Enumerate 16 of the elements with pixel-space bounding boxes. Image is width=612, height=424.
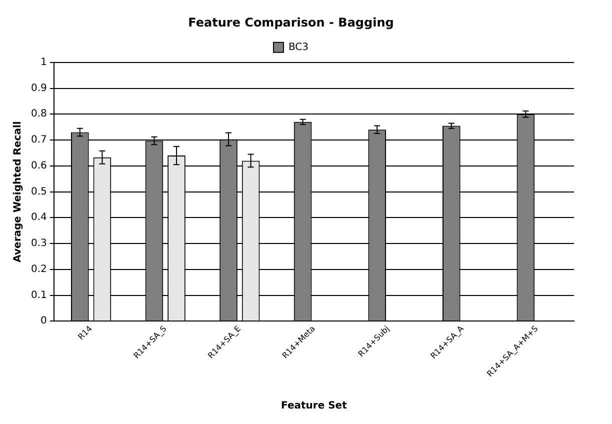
y-tick-label: 0.7 <box>30 134 47 146</box>
y-tick-label: 0.9 <box>30 82 47 94</box>
y-tick-label: 1 <box>40 56 47 68</box>
x-axis-title: Feature Set <box>281 400 348 412</box>
y-tick-label: 0 <box>40 316 47 327</box>
chart-title: Feature Comparison - Bagging <box>188 15 394 30</box>
y-tick-label: 0.5 <box>30 186 47 198</box>
y-tick-label: 0.1 <box>30 290 47 301</box>
y-tick-label: 0.3 <box>30 238 47 250</box>
y-tick-label: 0.8 <box>30 108 47 120</box>
legend-label: BC3 <box>288 42 309 53</box>
y-tick-label: 0.2 <box>30 264 47 275</box>
x-tick-label: R14 <box>76 324 94 342</box>
y-axis-title: Average Weighted Recall <box>12 121 24 262</box>
y-tick-label: 0.6 <box>30 160 47 172</box>
y-tick-label: 0.4 <box>30 212 47 224</box>
